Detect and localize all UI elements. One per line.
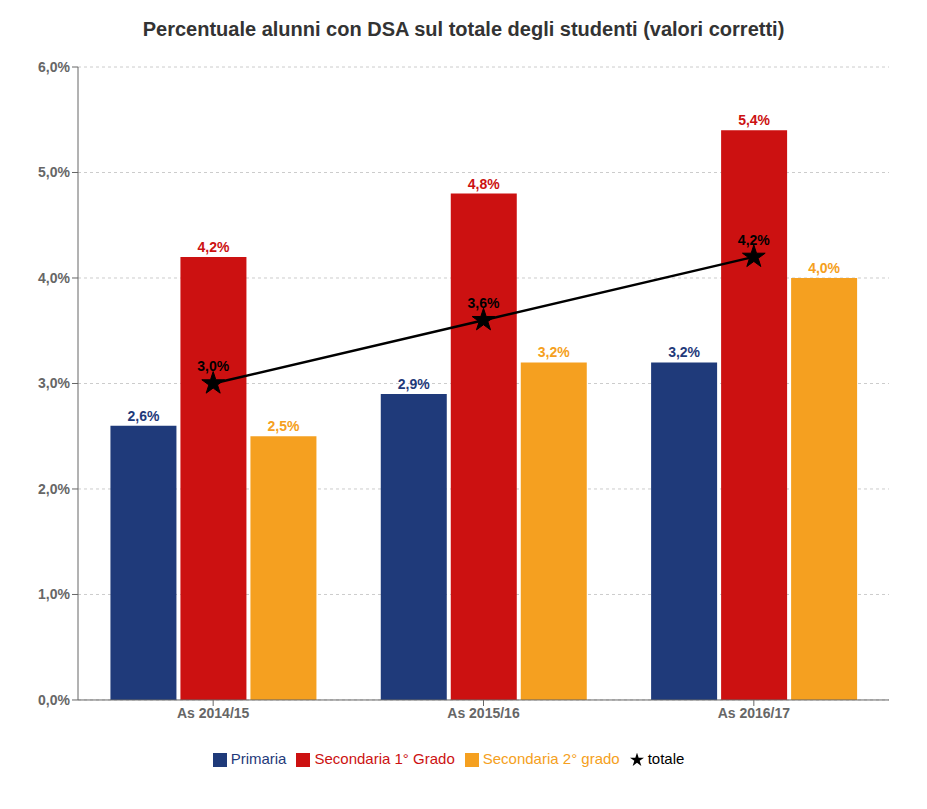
- svg-text:5,4%: 5,4%: [738, 112, 770, 128]
- html-text:Secondaria 1° Grado: Secondaria 1° Grado: [314, 750, 455, 767]
- svg-text:3,6%: 3,6%: [468, 295, 500, 311]
- svg-text:0,0%: 0,0%: [38, 692, 70, 708]
- svg-text:As 2015/16: As 2015/16: [447, 705, 520, 721]
- svg-text:2,9%: 2,9%: [398, 376, 430, 392]
- svg-text:4,8%: 4,8%: [468, 176, 500, 192]
- svg-text:6,0%: 6,0%: [38, 59, 70, 75]
- html-text:Percentuale alunni con DSA sul: Percentuale alunni con DSA sul totale de…: [142, 18, 785, 40]
- svg-text:2,5%: 2,5%: [267, 418, 299, 434]
- svg-text:2,0%: 2,0%: [38, 481, 70, 497]
- svg-text:As 2016/17: As 2016/17: [718, 705, 791, 721]
- html-text:Primaria: Primaria: [230, 750, 287, 767]
- svg-text:4,2%: 4,2%: [738, 232, 770, 248]
- svg-text:3,2%: 3,2%: [668, 344, 700, 360]
- svg-text:5,0%: 5,0%: [38, 164, 70, 180]
- svg-text:4,2%: 4,2%: [197, 239, 229, 255]
- svg-text:2,6%: 2,6%: [127, 408, 159, 424]
- svg-text:4,0%: 4,0%: [808, 260, 840, 276]
- svg-text:3,0%: 3,0%: [38, 375, 70, 391]
- html-text:Secondaria 2° grado: Secondaria 2° grado: [482, 750, 620, 767]
- svg-text:3,2%: 3,2%: [538, 344, 570, 360]
- svg-text:4,0%: 4,0%: [38, 270, 70, 286]
- svg-text:1,0%: 1,0%: [38, 586, 70, 602]
- html-text:totale: totale: [647, 750, 685, 767]
- svg-text:3,0%: 3,0%: [197, 358, 229, 374]
- svg-text:As 2014/15: As 2014/15: [177, 705, 250, 721]
